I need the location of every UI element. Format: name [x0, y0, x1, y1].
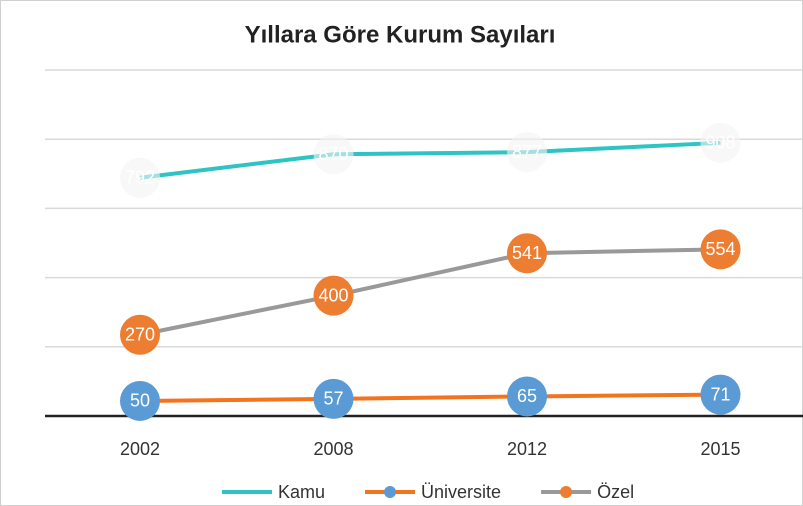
data-label: 50: [130, 391, 150, 411]
x-tick-label: 2002: [120, 439, 160, 459]
point-marker: [120, 314, 160, 355]
series-line: [139, 247, 721, 337]
point-marker: [507, 132, 547, 173]
point-marker: [507, 233, 547, 274]
data-label: 870: [318, 144, 348, 164]
data-label: 792: [125, 167, 155, 187]
x-tick-label: 2015: [700, 439, 740, 459]
data-label: 57: [323, 389, 343, 409]
x-tick-label: 2012: [507, 439, 547, 459]
grid: [45, 69, 803, 348]
data-label: 541: [512, 243, 542, 263]
legend-label: Kamu: [278, 482, 325, 502]
data-label: 270: [125, 325, 155, 345]
data-label: 65: [517, 386, 537, 406]
x-tick-label: 2008: [313, 439, 353, 459]
legend-label: Özel: [597, 482, 634, 502]
point-marker: [120, 380, 160, 421]
series-line: [139, 140, 721, 180]
point-marker: [700, 374, 741, 415]
point-marker: [313, 275, 354, 316]
data-label: 400: [318, 285, 348, 305]
point-marker: [313, 378, 354, 419]
data-label: 554: [705, 239, 735, 259]
legend-label: Üniversite: [421, 482, 501, 502]
series-line: [139, 392, 721, 403]
point-marker: [700, 122, 741, 163]
point-marker: [507, 376, 547, 417]
point-marker: [313, 134, 354, 175]
data-label: 908: [705, 133, 735, 153]
chart-title: Yıllara Göre Kurum Sayıları: [245, 21, 556, 48]
legend-marker: [560, 486, 573, 498]
data-label: 71: [710, 384, 730, 404]
point-marker: [700, 229, 741, 270]
legend-marker: [384, 486, 397, 498]
point-marker: [120, 157, 160, 198]
data-label: 877: [512, 142, 542, 162]
